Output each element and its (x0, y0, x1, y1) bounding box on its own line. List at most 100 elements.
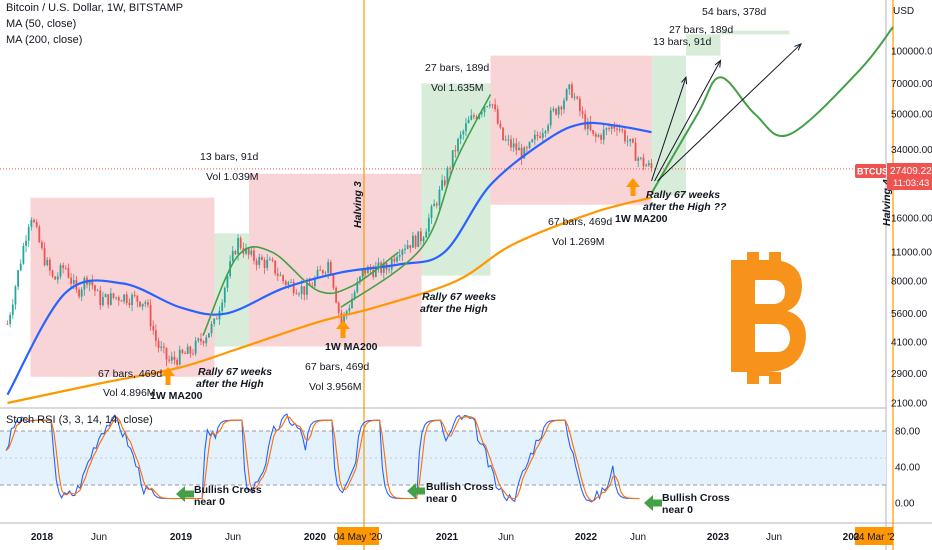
candle-body (549, 110, 552, 126)
candle-body (321, 270, 324, 274)
candle-body (483, 106, 486, 113)
candle-body (268, 259, 271, 261)
candle-body (30, 220, 33, 227)
time-axis-label: 2021 (436, 532, 459, 543)
ma200-arrow-1 (161, 367, 175, 385)
candle-body (435, 203, 438, 206)
time-axis-label: Jun (498, 532, 514, 543)
candle-body (263, 259, 266, 268)
candle-body (504, 139, 507, 141)
symbol-badge-text: BTCUSD (857, 167, 895, 177)
candle-body (147, 302, 149, 305)
time-axis-date-label: 04 May '20 (334, 532, 383, 543)
candle-body (480, 112, 483, 115)
candle-body (155, 330, 157, 341)
candle-body (41, 242, 43, 249)
price-tick-label: 8000.00 (891, 277, 928, 288)
candle-body (597, 135, 600, 137)
candle-body (531, 139, 534, 142)
candle-body (634, 142, 637, 161)
candle-body (102, 297, 104, 306)
cycle3-ma200-label: 1W MA200 (615, 213, 668, 225)
candle-body (457, 138, 459, 152)
cycle2-rally-line2: after the High (420, 303, 488, 315)
time-axis-label: 2022 (575, 532, 598, 543)
candle-body (306, 283, 308, 295)
stoch-axis-ticks: 80.00 40.00 0.00 (895, 427, 920, 510)
annotations: 67 bars, 469d Vol 4.896M 13 bars, 91d Vo… (98, 6, 893, 516)
time-axis-label: 2020 (304, 532, 327, 543)
candle-body (645, 165, 648, 167)
time-axis-label: 202 (843, 532, 860, 543)
candle-body (271, 259, 274, 261)
ma200-legend[interactable]: MA (200, close) (6, 34, 83, 46)
candle-body (420, 231, 422, 242)
time-axis-label: 2018 (31, 532, 54, 543)
candle-body (491, 104, 494, 106)
halving-3-label: Halving 3 (352, 181, 364, 228)
projection-arrowhead-2 (714, 59, 722, 68)
candle-body (316, 270, 319, 278)
candle-body (602, 129, 605, 140)
candle-body (621, 129, 624, 131)
candle-body (499, 123, 502, 128)
last-price-tag[interactable]: BTCUSD 27409.22 11:03:43 (855, 163, 932, 190)
price-tick-label: 100000.00 (891, 46, 932, 57)
projection-arrowhead-1 (681, 75, 688, 85)
projection-curve (650, 26, 894, 194)
candle-body (467, 119, 470, 124)
candle-body (560, 106, 563, 110)
stoch-tick-label: 0.00 (895, 499, 915, 510)
cycle3-red-vol: Vol 1.269M (552, 236, 605, 248)
candle-body (311, 285, 314, 287)
candle-body (38, 226, 41, 243)
candle-body (565, 89, 568, 101)
candle-body (91, 279, 94, 286)
stoch-cross-arrow-1 (176, 486, 194, 502)
candle-body (173, 356, 176, 360)
cycle2-red-zone (249, 173, 422, 347)
halving-date-badge-1 (337, 527, 379, 545)
stoch-rsi-band (0, 431, 886, 485)
candle-body (120, 300, 123, 302)
candle-body (443, 180, 446, 186)
candle-body (247, 248, 250, 255)
candle-body (473, 115, 475, 117)
cycle3-rally-label: Rally 67 weeks after the High ?? (643, 189, 727, 213)
cycle1-ma200-label: 1W MA200 (150, 390, 203, 402)
candle-body (9, 314, 12, 325)
stoch-cross-1-line2: near 0 (194, 496, 225, 508)
candle-body (626, 141, 629, 142)
candle-body (555, 108, 557, 115)
price-tick-label: 5600.00 (891, 309, 928, 320)
stoch-tick-label: 40.00 (895, 463, 920, 474)
candle-body (223, 287, 226, 303)
candle-body (109, 293, 112, 305)
time-axis-label: 2019 (170, 532, 193, 543)
candle-body (361, 269, 364, 277)
candle-body (292, 281, 295, 293)
candle-body (446, 168, 449, 186)
candle-body (104, 294, 107, 298)
candle-body (70, 277, 72, 284)
candle-body (88, 279, 91, 285)
candle-body (488, 104, 491, 107)
candle-body (51, 270, 54, 277)
candle-body (507, 139, 510, 141)
ma50-legend[interactable]: MA (50, close) (6, 18, 77, 30)
price-tick-label: 4100.00 (891, 338, 928, 349)
candle-body (46, 259, 49, 266)
price-tick-label: 11000.00 (891, 248, 932, 259)
candle-body (215, 318, 218, 320)
candle-body (552, 108, 555, 111)
stoch-legend[interactable]: Stoch RSI (3, 3, 14, 14, close) (6, 414, 153, 426)
stoch-cross-3-line2: near 0 (662, 504, 693, 516)
candle-body (647, 163, 650, 166)
candle-body (637, 158, 640, 161)
time-axis-date-label: 04 Mar '2 (853, 532, 895, 543)
candle-body (337, 302, 340, 313)
candle-body (409, 245, 412, 248)
candle-body (149, 304, 152, 327)
projection-arrowhead-3 (794, 43, 802, 51)
